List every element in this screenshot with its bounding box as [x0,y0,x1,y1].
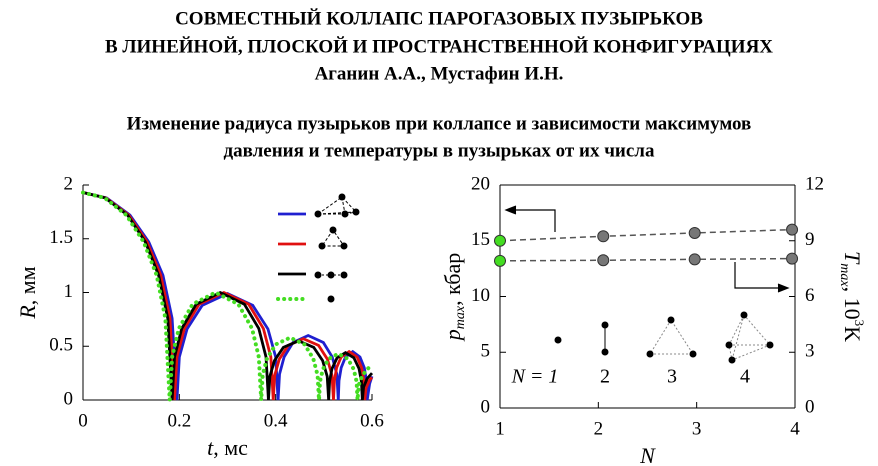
y-tick-label: 5 [481,341,491,362]
y-tick-label: 0.5 [49,335,73,356]
y-tick-label: 10 [471,285,490,306]
axis-label-part: p [440,329,465,342]
subtitle-line: давления и температуры в пузырьках от их… [224,140,655,161]
axis-label-part: R [15,305,40,320]
y-tick-label: 2 [64,173,74,194]
annotation: 2 [600,366,610,388]
trend-line [499,228,793,242]
data-point [786,252,799,265]
axis-label: R, мм [15,266,40,319]
axis-label-part: max [453,305,468,329]
y2-tick-label: 12 [805,173,824,194]
data-point [494,234,506,247]
authors: Аганин А.А., Мустафин И.Н. [315,63,564,84]
axis-label-part: N [639,443,656,466]
x-tick-label: 0 [78,410,88,431]
data-point [597,254,610,267]
axis-label: pmax, кбар [440,253,468,342]
x-tick-label: 4 [790,418,800,439]
data-point [494,254,506,267]
x-tick-label: 0.6 [360,410,384,431]
title-line: В ЛИНЕЙНОЙ, ПЛОСКОЙ И ПРОСТРАНСТВЕННОЙ К… [105,35,773,57]
legend-icons [314,193,360,303]
y-tick-label: 1 [64,281,74,302]
annotation: 4 [740,366,750,388]
x-tick-label: 0.2 [167,410,191,431]
axis-label-part: K [840,326,865,342]
series-line [82,191,374,401]
configuration-icons [554,311,774,364]
series-line [82,191,374,401]
data-point [786,223,799,236]
axis-arrows [504,205,790,293]
y-tick-label: 15 [471,229,490,250]
series-line [81,190,374,401]
data-point [688,253,701,266]
axis-label: Tmax, 103K [837,251,867,342]
y-tick-label: 1.5 [49,227,73,248]
trend-line [499,257,793,262]
axis-label-part: 3 [852,320,867,327]
title-line: СОВМЕСТНЫЙ КОЛЛАПС ПАРОГАЗОВЫХ ПУЗЫРЬКОВ [175,7,703,29]
axis-label-part: , мм [15,266,40,305]
axis-label-part: t [207,435,214,460]
axis-label-part: , мс [213,435,248,460]
x-tick-label: 1 [495,418,505,439]
axis-label-part: max [837,263,852,287]
axis-label-part: , 10 [840,287,865,320]
axis-label-part: T [840,251,865,265]
y2-tick-label: 0 [805,396,815,417]
x-tick-label: 0.4 [264,410,288,431]
y2-tick-label: 9 [805,229,815,250]
axis-label-part: , кбар [440,253,465,306]
data-point [597,230,610,243]
x-tick-label: 2 [594,418,604,439]
y2-tick-label: 6 [805,285,815,306]
data-point [688,226,701,239]
x-tick-label: 3 [692,418,702,439]
y-tick-label: 0 [481,396,491,417]
y2-tick-label: 3 [805,341,815,362]
annotation: 3 [667,366,677,388]
subtitle-line: Изменение радиуса пузырьков при коллапсе… [127,113,752,134]
axis-label: N [639,443,656,466]
annotation: N = 1 [511,366,559,388]
y-tick-label: 0 [64,388,74,409]
axis-label: t, мс [207,435,248,460]
y-tick-label: 20 [471,173,490,194]
